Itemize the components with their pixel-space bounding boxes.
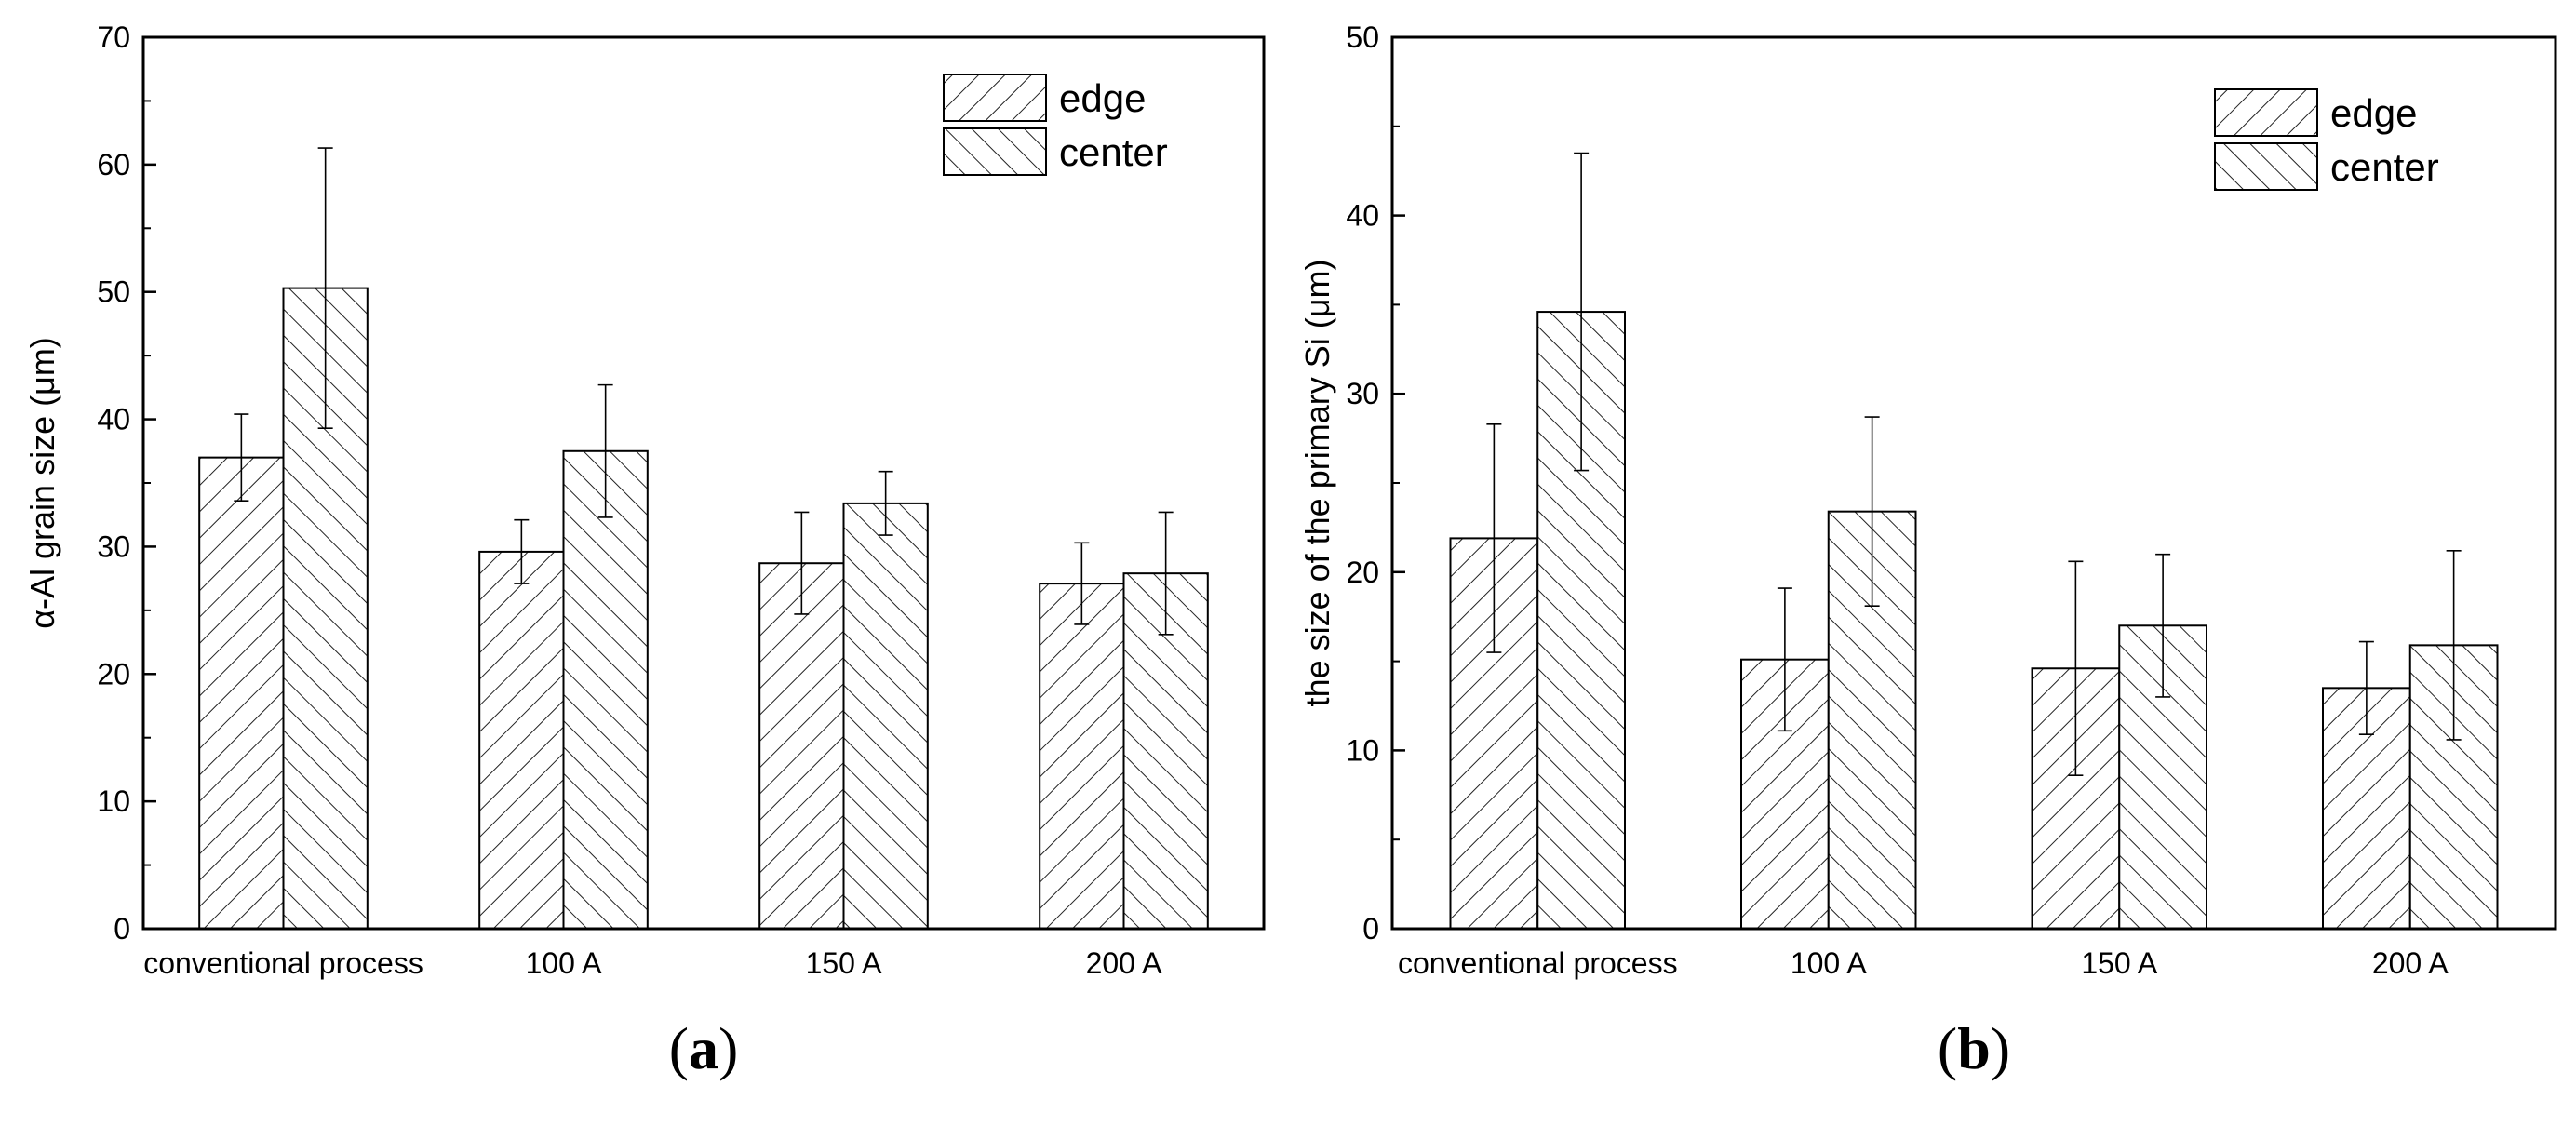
y-tick-label: 30 — [1346, 377, 1379, 410]
bar-center-2 — [562, 449, 649, 930]
chart-panel-b: conventional process 100 A 150 A 200 A 0 10 20… — [1298, 20, 2557, 1081]
chart-panel-a: conventional process 100 A 150 A 200 A 0 10 20… — [23, 20, 1266, 1081]
error-bar-edge-2 — [1777, 587, 1792, 732]
x-tick-label: 150 A — [806, 946, 883, 980]
x-tick-label: conventional process — [143, 946, 423, 980]
bar-edge-4 — [1039, 583, 1125, 930]
x-tick-label: 100 A — [1791, 946, 1868, 980]
y-tick-label: 40 — [1346, 199, 1379, 233]
legend-swatch-edge — [943, 74, 1047, 122]
y-tick-label: 50 — [1346, 20, 1379, 54]
y-tick-label: 0 — [114, 912, 130, 945]
panel-label: (a) — [669, 1015, 739, 1081]
legend: edge center — [2214, 88, 2439, 191]
y-tick-label: 0 — [1362, 912, 1379, 945]
x-tick-label: 100 A — [526, 946, 603, 980]
bar-center-3 — [842, 502, 929, 930]
y-tick-label: 30 — [97, 529, 130, 563]
bar-edge-2 — [478, 550, 565, 930]
error-bar-edge-3 — [794, 511, 810, 615]
x-tick-label: 200 A — [2372, 946, 2449, 980]
error-bar-edge-3 — [2068, 560, 2084, 777]
error-bar-center-2 — [597, 383, 613, 518]
legend-label-edge: edge — [2330, 91, 2417, 135]
error-bar-edge-4 — [1074, 542, 1090, 625]
y-tick-label: 50 — [97, 275, 130, 309]
legend-swatch-center — [943, 127, 1047, 176]
error-bar-center-4 — [1158, 511, 1174, 636]
legend-swatch-center — [2214, 142, 2318, 191]
x-tick-label: 150 A — [2081, 946, 2158, 980]
error-bar-center-1 — [317, 147, 333, 429]
y-axis-title: the size of the primary Si (μm) — [1298, 260, 1336, 707]
y-axis-title: α-Al grain size (μm) — [23, 337, 61, 629]
panel-label: (b) — [1938, 1015, 2010, 1081]
legend-label-center: center — [2330, 145, 2439, 189]
bar-edge-3 — [758, 562, 845, 930]
error-bar-edge-2 — [514, 518, 530, 584]
error-bar-center-3 — [2155, 553, 2171, 698]
bar-edge-1 — [198, 456, 285, 930]
y-tick-label: 10 — [1346, 733, 1379, 767]
legend-label-center: center — [1059, 130, 1168, 174]
legend: edge center — [943, 74, 1168, 176]
legend-label-edge: edge — [1059, 76, 1146, 120]
error-bar-center-2 — [1864, 416, 1880, 608]
y-tick-label: 60 — [97, 148, 130, 181]
y-tick-label: 20 — [1346, 556, 1379, 589]
y-tick-label: 40 — [97, 403, 130, 436]
legend-swatch-edge — [2214, 88, 2318, 137]
error-bar-center-1 — [1574, 152, 1590, 472]
y-tick-label: 20 — [97, 657, 130, 690]
x-tick-label: conventional process — [1398, 946, 1678, 980]
y-tick-label: 10 — [97, 784, 130, 818]
error-bar-edge-1 — [234, 413, 249, 502]
error-bar-edge-4 — [2358, 640, 2374, 735]
error-bar-center-3 — [878, 470, 893, 536]
y-tick-label: 70 — [97, 20, 130, 54]
error-bar-center-4 — [2446, 550, 2462, 741]
error-bar-edge-1 — [1486, 422, 1502, 653]
x-tick-label: 200 A — [1086, 946, 1163, 980]
